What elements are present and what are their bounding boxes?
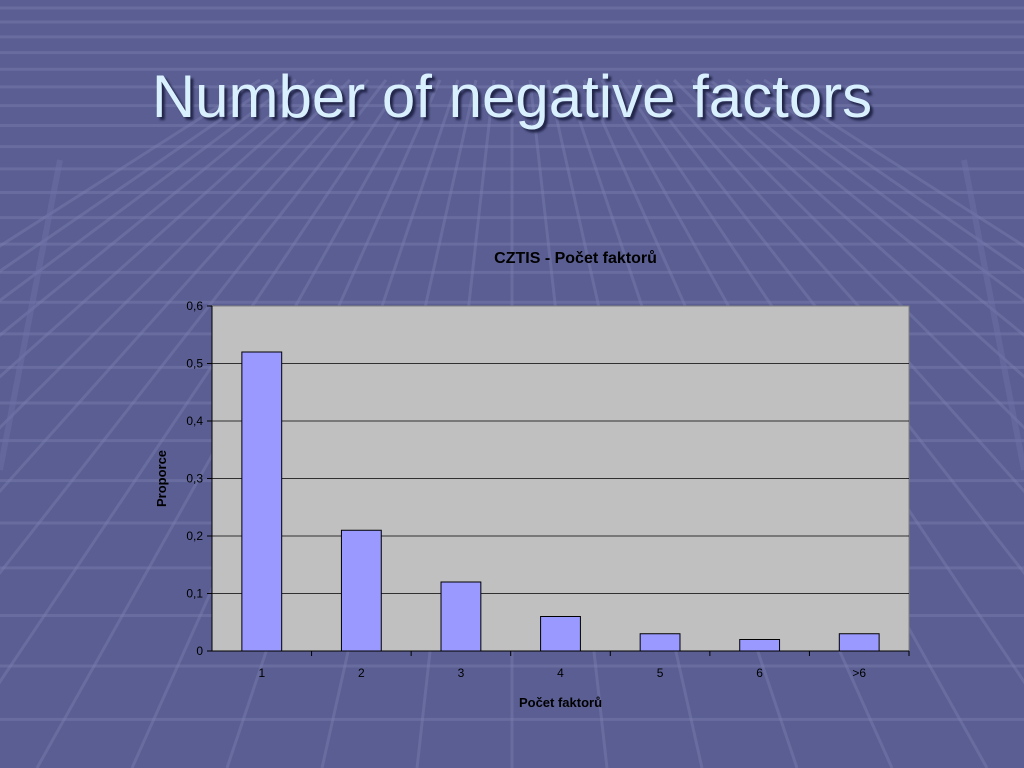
background-line	[745, 78, 1024, 273]
bar	[838, 633, 880, 652]
bar	[241, 351, 283, 652]
background-line	[0, 78, 333, 379]
background-line	[0, 78, 370, 494]
background-line	[672, 78, 1024, 430]
bar	[340, 529, 382, 652]
y-tick-label: 0,1	[186, 587, 203, 601]
background-line	[654, 78, 1024, 494]
y-axis-label: Proporce	[154, 450, 169, 507]
background-line	[0, 78, 352, 430]
bar	[440, 581, 482, 652]
y-tick-label: 0,4	[186, 414, 203, 428]
background-line	[0, 159, 63, 471]
background-line	[0, 78, 297, 303]
background-line	[961, 159, 1024, 471]
x-tick-label: 3	[458, 666, 465, 680]
background-line	[0, 79, 406, 685]
background-line	[0, 79, 388, 576]
x-tick-label: 1	[258, 666, 265, 680]
background-diagonals	[0, 159, 1024, 471]
y-tick-label: 0,2	[186, 529, 203, 543]
bar	[739, 639, 781, 652]
background-line	[709, 78, 1024, 337]
y-tick-label: 0,5	[186, 357, 203, 371]
y-tick-label: 0,6	[186, 299, 203, 313]
x-tick-label: 5	[657, 666, 664, 680]
y-tick-label: 0,3	[186, 472, 203, 486]
x-tick-label: 6	[756, 666, 763, 680]
background-line	[0, 78, 261, 248]
background-line	[727, 78, 1024, 303]
x-tick-label: 2	[358, 666, 365, 680]
x-tick-label: >6	[852, 666, 866, 680]
y-tick-label: 0	[196, 644, 203, 658]
bar	[639, 633, 681, 652]
x-axis-label: Počet faktorů	[519, 695, 602, 710]
chart-title: CZTIS - Počet faktorů	[494, 250, 657, 267]
bar	[540, 616, 581, 652]
background-line	[763, 78, 1024, 248]
background-line	[691, 78, 1024, 379]
chart-area: CZTIS - Počet faktorů 0 0,1 0,2 0,3 0,4 0,5 0,6…	[154, 250, 910, 710]
background-line	[0, 78, 315, 337]
background-line	[0, 78, 279, 273]
x-tick-label: 4	[557, 666, 564, 680]
slide-title: Number of negative factors	[151, 63, 873, 130]
